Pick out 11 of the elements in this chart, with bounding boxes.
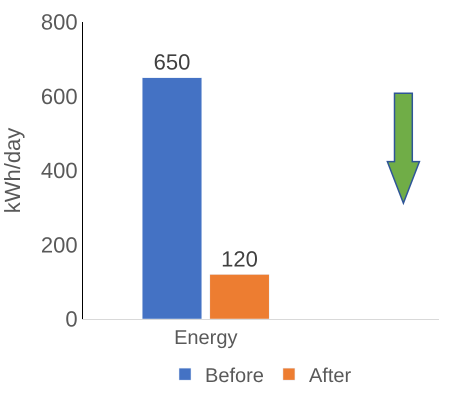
data-label: 650 xyxy=(154,50,190,75)
y-tick-label: 0 xyxy=(65,306,78,332)
y-tick-label: 200 xyxy=(40,232,78,258)
y-tick-label: 600 xyxy=(40,84,78,109)
data-label: 120 xyxy=(221,246,258,272)
legend-label: After xyxy=(308,364,352,387)
y-tick-label: 800 xyxy=(40,10,78,35)
y-tick-label: 400 xyxy=(40,158,78,184)
y-axis-title: kWh/day xyxy=(0,128,25,214)
legend-label: Before xyxy=(205,364,264,387)
x-tick-label: Energy xyxy=(174,327,238,349)
